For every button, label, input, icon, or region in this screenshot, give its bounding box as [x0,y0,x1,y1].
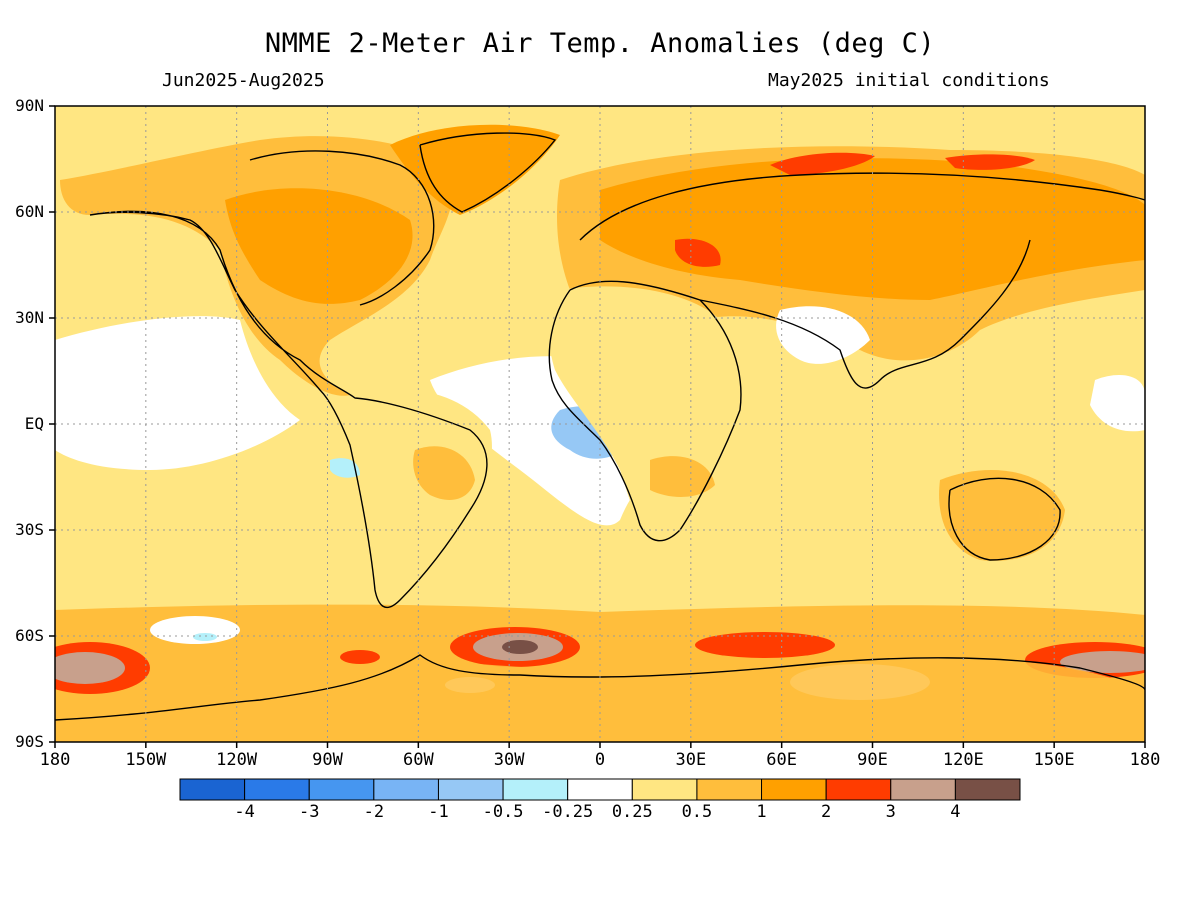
colorbar-label: -3 [298,802,320,822]
australia-warm [939,470,1065,561]
lon-label: 180 [39,750,71,770]
south-america-coast-cool [330,458,360,478]
axis-ticks [49,105,1146,748]
initial-conditions: May2025 initial conditions [768,70,1050,91]
colorbar-swatch [696,778,763,801]
lat-label: 60S [15,626,44,645]
colorbar-label: -2 [363,802,385,822]
colorbar-label: -4 [234,802,255,822]
colorbar-swatch [631,778,698,801]
lon-label: 120E [942,750,984,770]
colorbar-swatch [954,778,1021,801]
colorbar-swatch [437,778,504,801]
colorbar-swatch [825,778,892,801]
colorbar-label: -0.25 [542,802,594,822]
lon-label: 120W [216,750,258,770]
colorbar-label: 1 [756,802,767,822]
bellingshausen-hot [340,650,380,664]
siberia-hot-2 [945,154,1035,170]
lat-label: EQ [24,414,44,433]
lon-label: 30W [493,750,525,770]
lat-label: 30S [15,520,44,539]
south-pacific-very-hot [55,652,125,684]
lon-label: 150E [1033,750,1075,770]
south-pacific-cool [193,633,217,641]
colorbar-label: 4 [950,802,961,822]
siberia-hot-1 [770,152,875,175]
colorbar-swatch [567,778,633,801]
lon-label: 30E [675,750,707,770]
lon-label: 90W [312,750,343,770]
eurasia-warm [600,158,1145,300]
colorbar-label: 0.5 [681,802,713,822]
greenland-warm [390,124,560,215]
colorbar [179,778,1021,801]
eastern-europe-hot [675,238,721,267]
south-america-anomaly [350,390,492,603]
colorbar-swatch [308,778,375,801]
colorbar-swatch [502,778,569,801]
colorbar-label: 2 [821,802,832,822]
south-asia-neutral [776,306,870,364]
colorbar-swatch [890,778,956,801]
southern-africa-warm [650,456,715,497]
south-pacific-neutral [150,616,240,644]
lat-label: 90N [15,96,44,115]
lon-label: 60E [766,750,798,770]
north-america-warm [225,188,413,304]
lat-label: 60N [15,202,44,221]
graticule [55,106,1145,742]
indian-ocean-hot [695,632,835,658]
colorbar-label: -0.5 [482,802,524,822]
map-title: NMME 2-Meter Air Temp. Anomalies (deg C) [264,28,936,59]
colorbar-swatch [373,778,439,801]
colorbar-label: -1 [428,802,449,822]
colorbar-swatch [761,778,827,801]
lon-label: 180 [1129,750,1161,770]
lon-label: 90E [857,750,888,770]
ross-sea-very-hot [1060,651,1145,673]
brazil-warm [413,446,475,500]
colorbar-swatch [179,778,246,801]
colorbar-swatch [244,778,310,801]
coastlines [55,132,1145,721]
colorbar-label: 0.25 [611,802,653,822]
lat-label: 30N [15,308,44,327]
west-pacific-neutral [1090,375,1145,432]
lon-label: 150W [125,750,167,770]
east-pacific-neutral [55,316,300,470]
lon-label: 60W [402,750,434,770]
lat-label: 90S [15,732,44,751]
colorbar-label: 3 [885,802,896,822]
forecast-period: Jun2025-Aug2025 [162,70,325,91]
lon-label: 0 [594,750,606,770]
weddell-extreme [502,640,538,654]
